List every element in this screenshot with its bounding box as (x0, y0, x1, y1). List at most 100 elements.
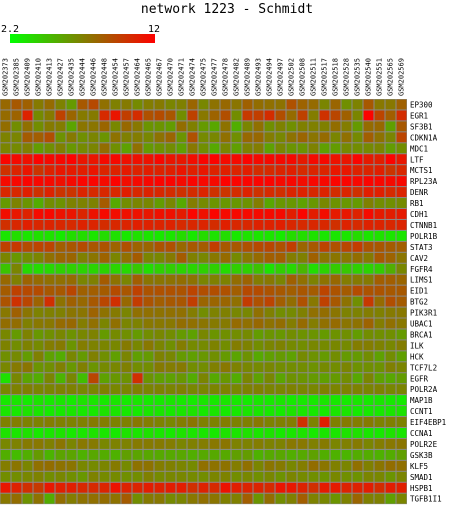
heatmap-cell-ILK-GSM202409 (22, 340, 33, 351)
heatmap-cell-POLR2A-GSM202493 (253, 384, 264, 395)
heatmap-cell-SMAD1-GSM202489 (242, 471, 253, 482)
heatmap-cell-BTG2-GSM202569 (396, 296, 407, 307)
heatmap-cell-BRCA1-GSM202465 (143, 329, 154, 340)
heatmap-cell-CTNNB1-GSM202482 (231, 219, 242, 230)
heatmap-cell-ILK-GSM202427 (55, 340, 66, 351)
heatmap-cell-POLR1B-GSM202448 (99, 230, 110, 241)
heatmap-cell-HCK-GSM202413 (44, 351, 55, 362)
heatmap-cell-LIMS1-GSM202489 (242, 274, 253, 285)
heatmap-cell-PIK3R1-GSM202465 (143, 307, 154, 318)
column-label: GSM202518 (332, 58, 340, 96)
heatmap-cell-SMAD1-GSM202497 (275, 471, 286, 482)
heatmap-cell-BTG2-GSM202518 (330, 296, 341, 307)
heatmap-cell-STAT3-GSM202478 (220, 241, 231, 252)
heatmap-cell-POLR2A-GSM202427 (55, 384, 66, 395)
heatmap-cell-UBAC1-GSM202470 (165, 318, 176, 329)
heatmap-cell-CCNA1-GSM202540 (363, 428, 374, 438)
heatmap-cell-EID1-GSM202409 (22, 285, 33, 296)
row-label: DENR (410, 188, 429, 197)
heatmap-cell-UBAC1-GSM202493 (253, 318, 264, 329)
heatmap-cell-POLR2E-GSM202413 (44, 438, 55, 449)
heatmap-cell-LIMS1-GSM202528 (341, 274, 352, 285)
heatmap-cell-EIF4EBP1-GSM202482 (231, 417, 242, 427)
heatmap-cell-CTNNB1-GSM202409 (22, 219, 33, 230)
heatmap-cell-RPL23A-GSM202467 (154, 176, 165, 187)
heatmap-cell-EGR1-GSM202454 (110, 110, 121, 121)
heatmap-cell-MAP1B-GSM202454 (110, 395, 121, 406)
heatmap-cell-BTG2-GSM202517 (319, 296, 330, 307)
heatmap-cell-CDKN1A-GSM202518 (330, 132, 341, 143)
heatmap-cell-TCF7L2-GSM202454 (110, 362, 121, 373)
heatmap-cell-STAT3-GSM202489 (242, 241, 253, 252)
heatmap-cell-TGFB1I1-GSM202489 (242, 493, 253, 504)
heatmap-cell-GSK3B-GSM202565 (385, 449, 396, 460)
heatmap-cell-PIK3R1-GSM202457 (121, 307, 132, 318)
heatmap-cell-UBAC1-GSM202410 (33, 318, 44, 329)
heatmap-cell-RPL23A-GSM202535 (352, 176, 363, 187)
heatmap-cell-CCNA1-GSM202511 (308, 428, 319, 438)
heatmap-cell-GSK3B-GSM202465 (143, 449, 154, 460)
row-label: UBAC1 (410, 320, 433, 329)
heatmap-cell-DENR-GSM202471 (176, 187, 187, 198)
heatmap-cell-MCTS1-GSM202467 (154, 165, 165, 176)
heatmap-cell-EGR1-GSM202551 (374, 110, 385, 121)
heatmap-cell-CDKN1A-GSM202435 (66, 132, 77, 143)
heatmap-cell-CDH1-GSM202502 (286, 209, 297, 219)
heatmap-cell-HSPB1-GSM202489 (242, 482, 253, 493)
heatmap-cell-LIMS1-GSM202448 (99, 274, 110, 285)
heatmap-cell-TGFB1I1-GSM202427 (55, 493, 66, 504)
heatmap-cell-KLF5-GSM202540 (363, 460, 374, 471)
heatmap-cell-EIF4EBP1-GSM202535 (352, 417, 363, 427)
heatmap-cell-CDKN1A-GSM202494 (264, 132, 275, 143)
heatmap-cell-EID1-GSM202448 (99, 285, 110, 296)
heatmap-cell-HCK-GSM202528 (341, 351, 352, 362)
heatmap-cell-UBAC1-GSM202477 (209, 318, 220, 329)
heatmap-cell-UBAC1-GSM202489 (242, 318, 253, 329)
heatmap-cell-POLR1B-GSM202482 (231, 230, 242, 241)
column-label: GSM202535 (354, 58, 362, 96)
heatmap-cell-CAV2-GSM202465 (143, 252, 154, 263)
heatmap-cell-STAT3-GSM202413 (44, 241, 55, 252)
heatmap-cell-EIF4EBP1-GSM202508 (297, 417, 308, 427)
heatmap-cell-POLR2A-GSM202454 (110, 384, 121, 395)
heatmap-cell-RPL23A-GSM202493 (253, 176, 264, 187)
heatmap-cell-MDC1-GSM202540 (363, 143, 374, 154)
heatmap-cell-KLF5-GSM202565 (385, 460, 396, 471)
heatmap-cell-MAP1B-GSM202385 (11, 395, 22, 406)
column-label: GSM202569 (398, 58, 406, 96)
heatmap-cell-CTNNB1-GSM202502 (286, 219, 297, 230)
heatmap-cell-MCTS1-GSM202413 (44, 165, 55, 176)
heatmap-cell-CCNT1-GSM202464 (132, 406, 143, 417)
heatmap-cell-UBAC1-GSM202518 (330, 318, 341, 329)
heatmap-cell-EP300-GSM202494 (264, 99, 275, 110)
heatmap-cell-RB1-GSM202467 (154, 198, 165, 208)
heatmap-cell-CDKN1A-GSM202409 (22, 132, 33, 143)
heatmap-cell-GSK3B-GSM202508 (297, 449, 308, 460)
heatmap-cell-DENR-GSM202464 (132, 187, 143, 198)
heatmap-cell-LIMS1-GSM202457 (121, 274, 132, 285)
heatmap-cell-BTG2-GSM202497 (275, 296, 286, 307)
heatmap-cell-EGR1-GSM202410 (33, 110, 44, 121)
heatmap-cell-EIF4EBP1-GSM202444 (77, 417, 88, 427)
heatmap-cell-STAT3-GSM202474 (187, 241, 198, 252)
heatmap-cell-POLR2E-GSM202540 (363, 438, 374, 449)
heatmap-cell-EGFR-GSM202528 (341, 373, 352, 384)
heatmap-cell-CDH1-GSM202508 (297, 209, 308, 219)
heatmap-cell-TGFB1I1-GSM202471 (176, 493, 187, 504)
heatmap-cell-GSK3B-GSM202385 (11, 449, 22, 460)
heatmap-cell-SF3B1-GSM202464 (132, 121, 143, 132)
heatmap-cell-HSPB1-GSM202464 (132, 482, 143, 493)
heatmap-cell-MAP1B-GSM202464 (132, 395, 143, 406)
heatmap-cell-HCK-GSM202474 (187, 351, 198, 362)
heatmap-cell-MDC1-GSM202511 (308, 143, 319, 154)
heatmap-cell-HSPB1-GSM202502 (286, 482, 297, 493)
heatmap-cell-EID1-GSM202489 (242, 285, 253, 296)
heatmap-cell-RB1-GSM202385 (11, 198, 22, 208)
heatmap-cell-CAV2-GSM202475 (198, 252, 209, 263)
heatmap-cell-RPL23A-GSM202413 (44, 176, 55, 187)
heatmap-cell-EIF4EBP1-GSM202474 (187, 417, 198, 427)
heatmap-cell-BRCA1-GSM202535 (352, 329, 363, 340)
heatmap-cell-SMAD1-GSM202470 (165, 471, 176, 482)
heatmap-cell-CDH1-GSM202444 (77, 209, 88, 219)
heatmap-cell-GSK3B-GSM202478 (220, 449, 231, 460)
